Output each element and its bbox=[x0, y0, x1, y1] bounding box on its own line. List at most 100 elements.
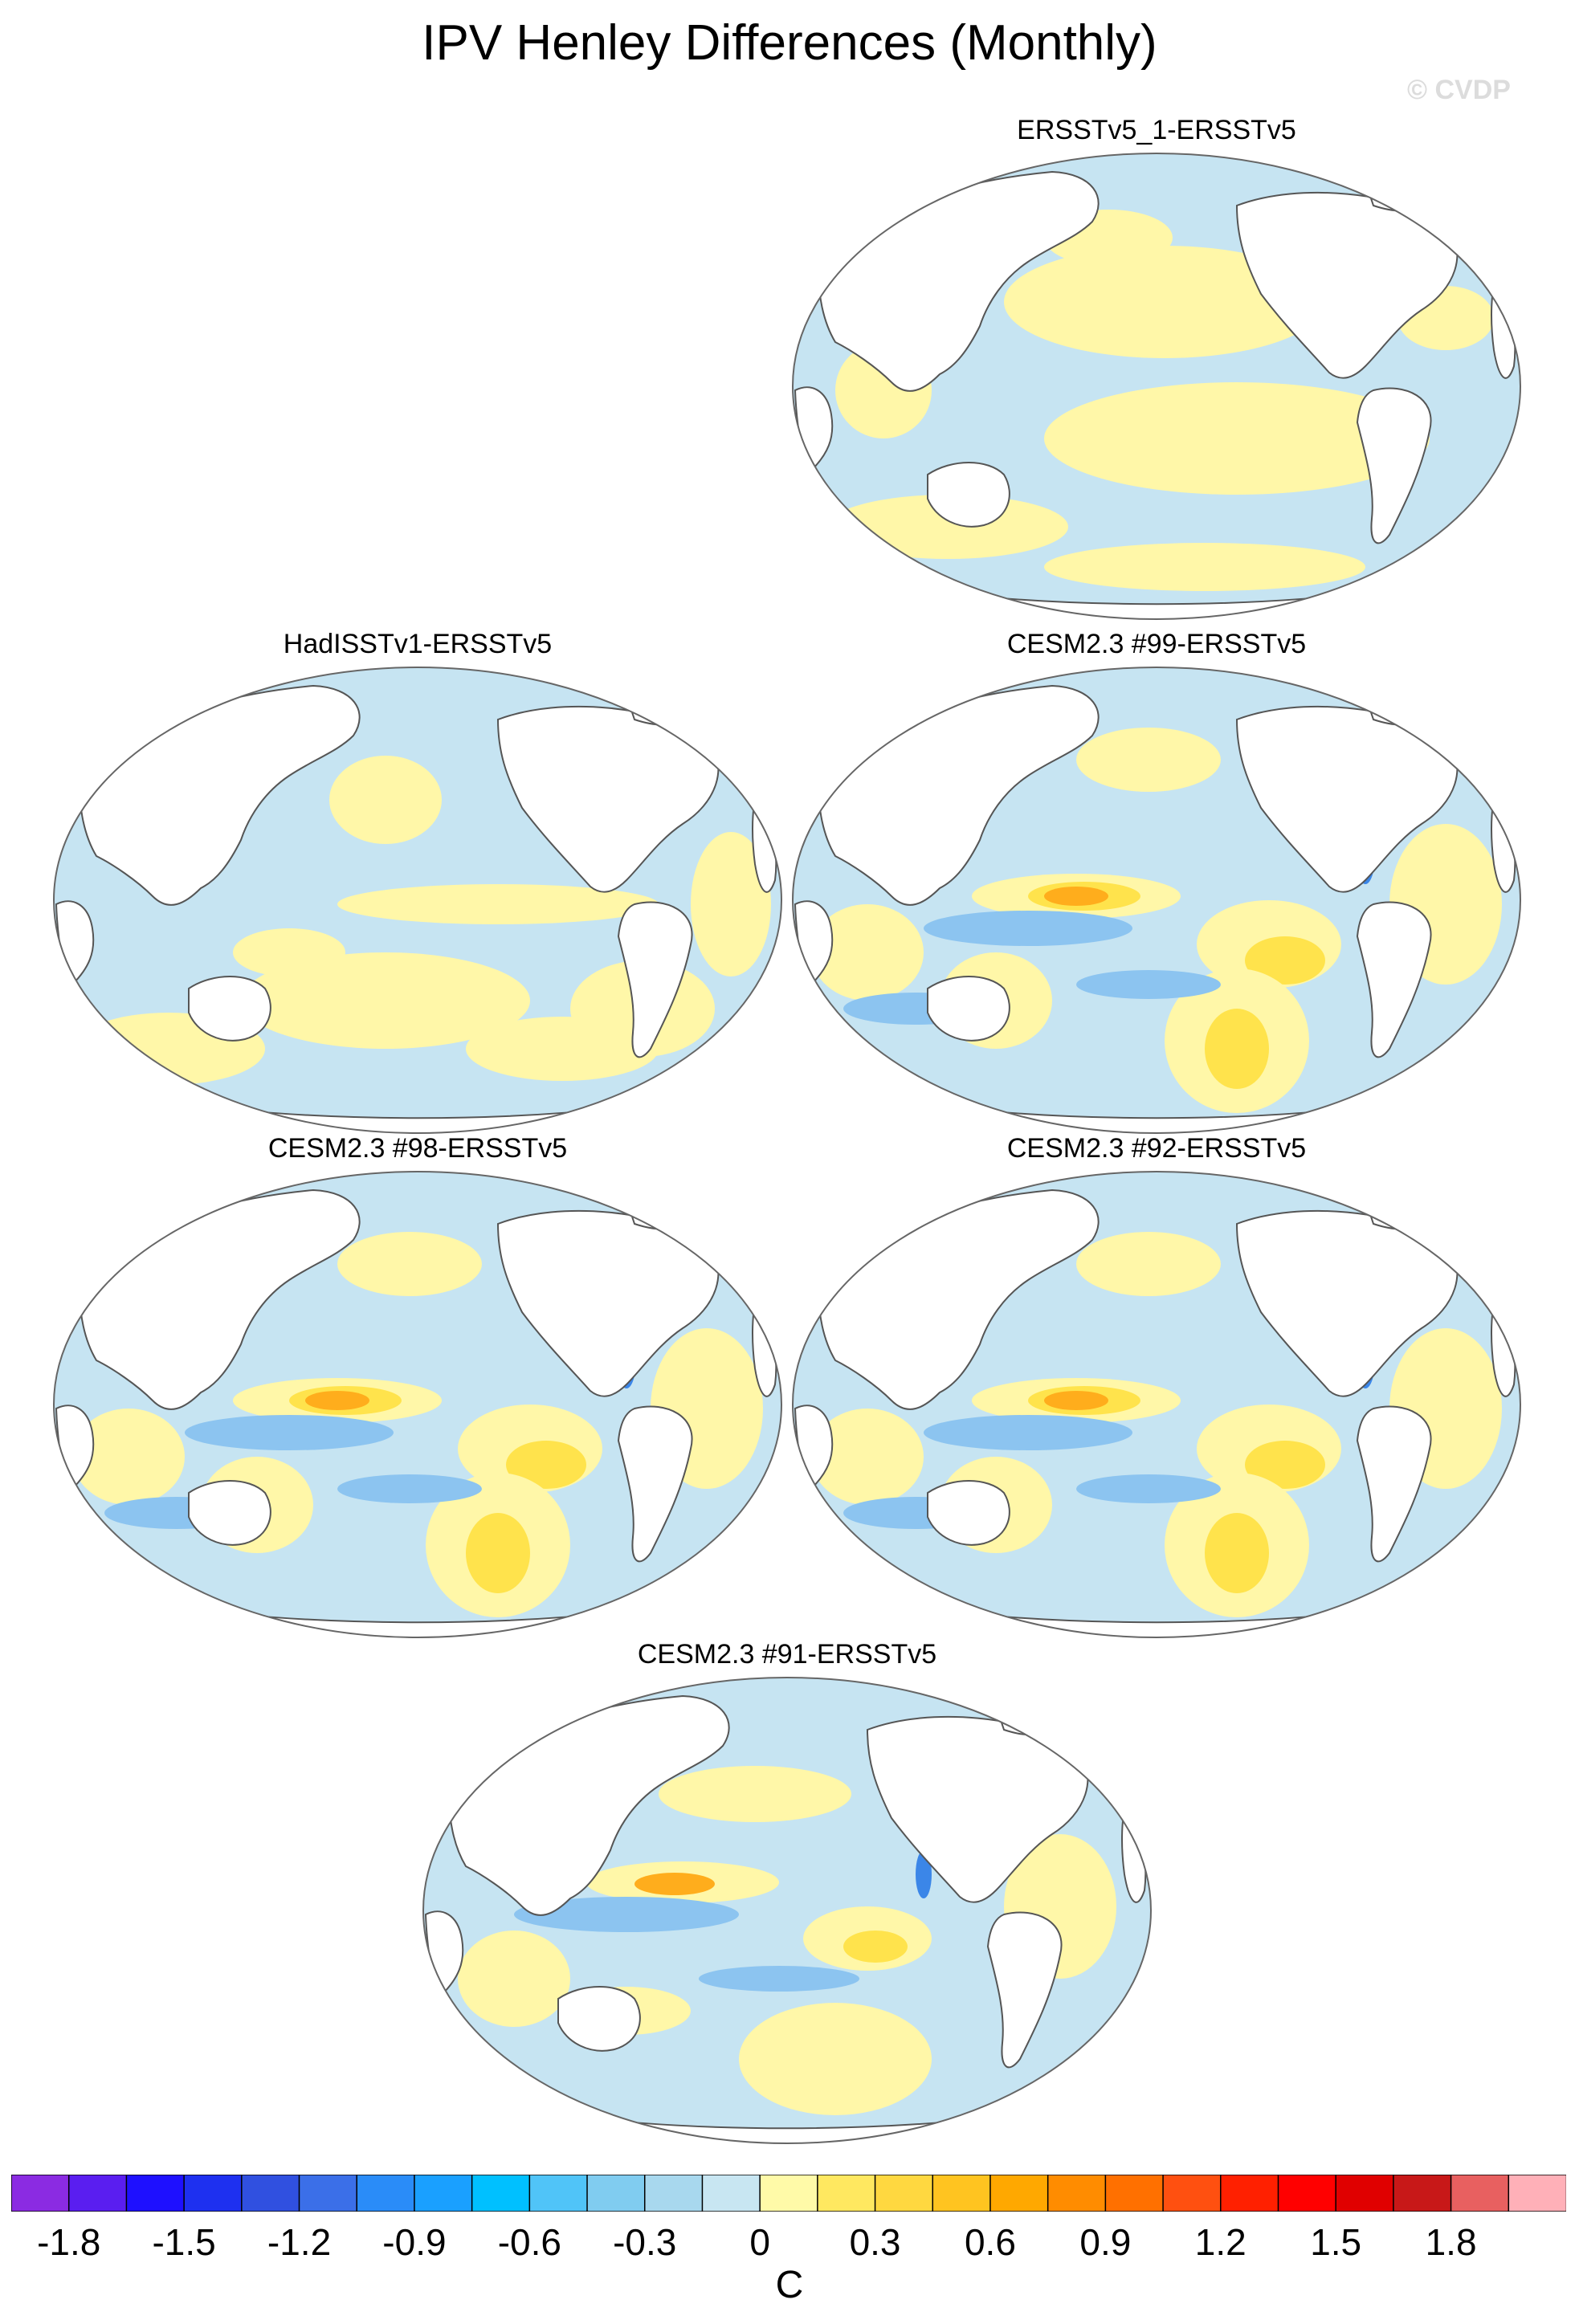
colorbar-swatch bbox=[586, 2175, 646, 2212]
map-border bbox=[53, 1171, 782, 1638]
colorbar-units: C bbox=[775, 2264, 804, 2306]
colorbar-swatch bbox=[1508, 2175, 1566, 2212]
anomaly-region bbox=[1205, 1009, 1269, 1089]
colorbar-tick-label: -1.2 bbox=[267, 2221, 332, 2263]
anomaly-region bbox=[811, 904, 924, 1001]
land-mask bbox=[625, 1196, 696, 1230]
land-mask bbox=[188, 976, 271, 1042]
anomaly-region bbox=[843, 1931, 908, 1963]
anomaly-region bbox=[1245, 936, 1325, 985]
map-panel: CESM2.3 #98-ERSSTv5 bbox=[48, 1131, 787, 1645]
colorbar-swatch bbox=[1277, 2175, 1337, 2212]
anomaly-region bbox=[466, 1017, 659, 1081]
world-map bbox=[792, 153, 1521, 620]
colorbar-tick-label: 0.3 bbox=[849, 2221, 901, 2263]
panel-title: CESM2.3 #99-ERSSTv5 bbox=[1006, 629, 1307, 659]
land-mask bbox=[927, 976, 1010, 1042]
anomaly-region bbox=[924, 911, 1132, 946]
land-mask bbox=[188, 1480, 271, 1546]
map-panel: CESM2.3 #99-ERSSTv5 bbox=[787, 626, 1526, 1140]
figure-title: IPV Henley Differences (Monthly) bbox=[422, 15, 1157, 71]
panel-title: CESM2.3 #92-ERSSTv5 bbox=[1006, 1133, 1307, 1164]
land-mask bbox=[1364, 177, 1435, 212]
anomaly-region bbox=[329, 756, 442, 844]
anomaly-region bbox=[337, 1232, 482, 1296]
anomaly-region bbox=[1044, 382, 1430, 495]
colorbar-tick-label: 1.5 bbox=[1310, 2221, 1362, 2263]
land-mask bbox=[1356, 901, 1432, 1058]
colorbar-tick-label: -0.3 bbox=[613, 2221, 677, 2263]
land-mask bbox=[1356, 387, 1432, 544]
cvdp-watermark: © CVDP bbox=[1407, 75, 1511, 105]
map-panel: CESM2.3 #92-ERSSTv5 bbox=[787, 1131, 1526, 1645]
anomaly-region bbox=[1076, 728, 1221, 792]
colorbar-swatch bbox=[1162, 2175, 1222, 2212]
anomaly-region bbox=[1004, 246, 1325, 358]
land-mask bbox=[1356, 1405, 1432, 1563]
colorbar-swatch bbox=[356, 2175, 416, 2212]
colorbar-tick-label: 1.2 bbox=[1194, 2221, 1246, 2263]
anomaly-region bbox=[305, 1391, 369, 1410]
anomaly-region bbox=[691, 832, 771, 976]
colorbar-swatch bbox=[471, 2175, 531, 2212]
colorbar-swatch bbox=[989, 2175, 1049, 2212]
colorbar-swatch bbox=[183, 2175, 243, 2212]
panel-title: HadISSTv1-ERSSTv5 bbox=[283, 629, 553, 659]
anomaly-region bbox=[337, 884, 659, 924]
map-border bbox=[53, 667, 782, 1134]
colorbar-tick-label: 1.8 bbox=[1425, 2221, 1477, 2263]
anomaly-region bbox=[1044, 887, 1108, 906]
land-mask bbox=[927, 1480, 1010, 1546]
colorbar-swatch bbox=[932, 2175, 992, 2212]
anomaly-region bbox=[1044, 543, 1365, 591]
anomaly-region bbox=[233, 928, 345, 976]
anomaly-region bbox=[634, 1873, 715, 1895]
colorbar-tick-label: -1.5 bbox=[152, 2221, 216, 2263]
anomaly-region bbox=[1205, 1513, 1269, 1593]
colorbar-swatch bbox=[241, 2175, 300, 2212]
panel-title: ERSSTv5_1-ERSSTv5 bbox=[1017, 115, 1296, 145]
anomaly-region bbox=[659, 1766, 851, 1822]
colorbar-swatch bbox=[67, 2175, 128, 2212]
map-border bbox=[422, 1677, 1152, 2144]
land-mask bbox=[557, 1986, 641, 2052]
map-panel: HadISSTv1-ERSSTv5 bbox=[48, 626, 787, 1140]
colorbar-tick-label: -1.8 bbox=[37, 2221, 101, 2263]
map-border bbox=[792, 153, 1521, 620]
world-map bbox=[422, 1677, 1152, 2144]
colorbar-swatch bbox=[759, 2175, 819, 2212]
colorbar-tick-label: -0.6 bbox=[497, 2221, 561, 2263]
land-mask bbox=[617, 901, 693, 1058]
anomaly-region bbox=[924, 1415, 1132, 1450]
panel-title: CESM2.3 #91-ERSSTv5 bbox=[637, 1639, 937, 1670]
anomaly-region bbox=[699, 1966, 859, 1992]
anomaly-region bbox=[811, 1409, 924, 1505]
colorbar-swatch bbox=[874, 2175, 934, 2212]
anomaly-region bbox=[458, 1931, 570, 2027]
colorbar-tick-label: 0.6 bbox=[964, 2221, 1016, 2263]
land-mask bbox=[927, 462, 1010, 528]
anomaly-region bbox=[514, 1897, 739, 1932]
anomaly-region bbox=[506, 1441, 586, 1489]
colorbar-swatch bbox=[1450, 2175, 1510, 2212]
land-mask bbox=[994, 1702, 1066, 1736]
map-panel: ERSSTv5_1-ERSSTv5 bbox=[787, 112, 1526, 626]
colorbar-tick-label: 0.9 bbox=[1079, 2221, 1132, 2263]
world-map bbox=[53, 667, 782, 1134]
land-mask bbox=[1364, 1196, 1435, 1230]
colorbar-swatch bbox=[414, 2175, 473, 2212]
colorbar-swatch bbox=[643, 2175, 704, 2212]
anomaly-region bbox=[1076, 970, 1221, 999]
world-map bbox=[792, 1171, 1521, 1638]
colorbar-swatch bbox=[817, 2175, 876, 2212]
colorbar-swatch bbox=[1335, 2175, 1395, 2212]
colorbar-swatch bbox=[1393, 2175, 1452, 2212]
land-mask bbox=[625, 691, 696, 726]
colorbar-tick-label: 0 bbox=[749, 2221, 770, 2263]
land-mask bbox=[617, 1405, 693, 1563]
anomaly-region bbox=[185, 1415, 394, 1450]
panel-title: CESM2.3 #98-ERSSTv5 bbox=[267, 1133, 568, 1164]
anomaly-region bbox=[1076, 1474, 1221, 1503]
anomaly-region bbox=[466, 1513, 530, 1593]
anomaly-region bbox=[241, 952, 530, 1049]
